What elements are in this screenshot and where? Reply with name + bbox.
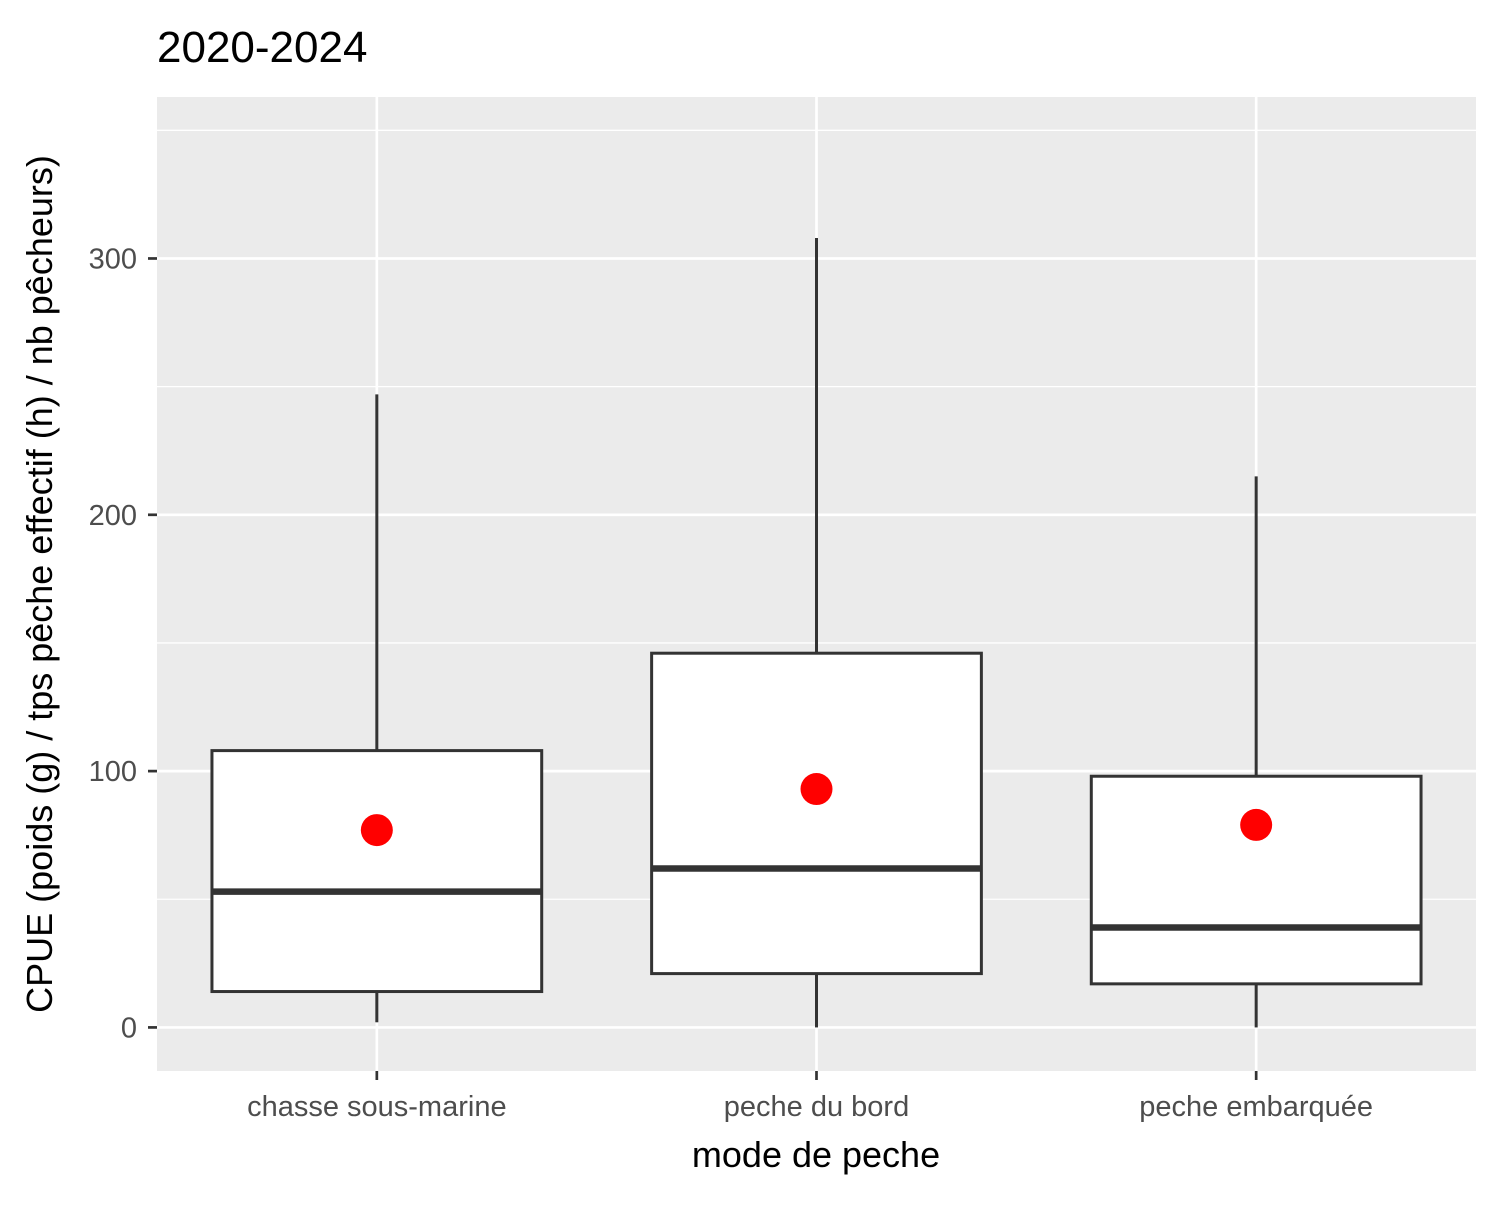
- box-group: [650, 237, 983, 1028]
- y-axis-title: CPUE (poids (g) / tps pêche effectif (h)…: [19, 155, 60, 1013]
- x-tick-label: peche du bord: [724, 1091, 909, 1123]
- box-iqr: [1089, 774, 1423, 986]
- x-tick-label: chasse sous-marine: [247, 1091, 507, 1123]
- mean-point: [1240, 808, 1273, 841]
- box-group: [1089, 476, 1423, 1028]
- y-tick-label: 100: [89, 756, 137, 788]
- axis-layer: 0 100 200 300 chasse sous-marine peche du bor…: [89, 243, 1373, 1123]
- y-tick-label: 200: [89, 500, 137, 532]
- y-tick-label: 0: [121, 1012, 137, 1044]
- box-group: [210, 394, 544, 1023]
- x-axis-title: mode de peche: [692, 1134, 940, 1175]
- mean-point: [360, 814, 393, 847]
- mean-point: [800, 773, 833, 806]
- box-iqr: [650, 651, 983, 976]
- x-tick-label: peche embarquée: [1139, 1091, 1373, 1123]
- box-iqr: [210, 749, 544, 994]
- y-tick-label: 300: [89, 243, 137, 275]
- box-layer: [210, 237, 1423, 1028]
- chart-title: 2020-2024: [157, 23, 367, 72]
